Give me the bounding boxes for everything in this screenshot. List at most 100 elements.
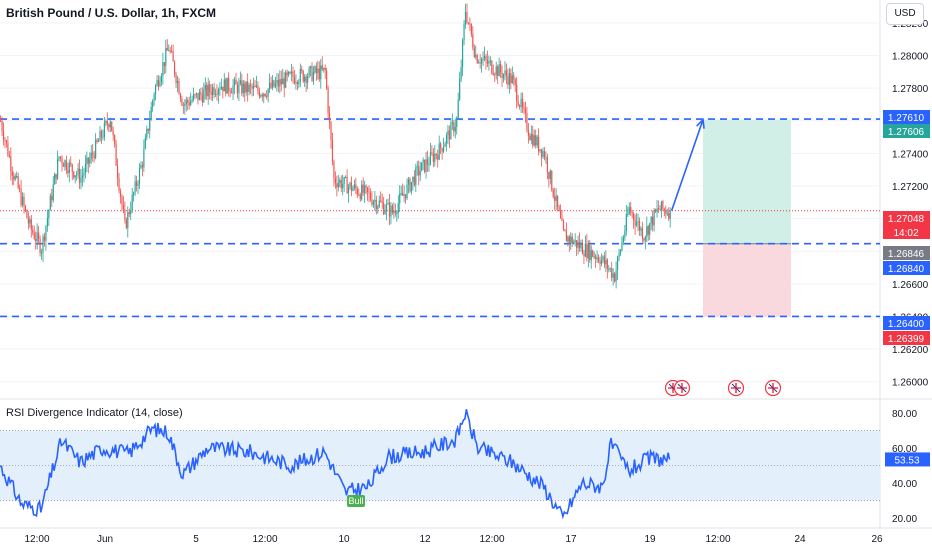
candle-body (290, 71, 293, 74)
candle-body (388, 202, 391, 217)
target-zone[interactable] (703, 119, 791, 244)
horizontal-levels[interactable] (0, 118, 880, 318)
candle-body (441, 148, 443, 152)
candle-body (58, 156, 60, 159)
uk-flag-icon[interactable] (727, 379, 745, 397)
candle-body (288, 72, 290, 75)
candle-body (394, 210, 396, 214)
uk-flag-icon[interactable] (764, 379, 782, 397)
candle-body (302, 71, 304, 82)
candle-body (385, 204, 388, 212)
candle-body (210, 91, 212, 95)
candle-body (448, 130, 451, 140)
candle-body (511, 75, 513, 84)
uk-flag-icon[interactable] (673, 379, 691, 397)
candle-body (24, 206, 27, 210)
candle-body (346, 177, 348, 194)
candle-body (149, 120, 151, 131)
candle-body (140, 165, 142, 169)
candle-body (89, 158, 91, 164)
candle-body (502, 74, 505, 79)
price-label-bg (883, 124, 930, 138)
candle-body (633, 213, 635, 221)
candle-body (157, 79, 160, 87)
candle-body (270, 82, 272, 88)
candle-body (640, 228, 642, 231)
candle-body (222, 86, 224, 92)
candle-body (364, 185, 366, 194)
candle-body (217, 89, 220, 95)
candle-body (81, 175, 84, 178)
stop-zone[interactable] (703, 243, 791, 317)
candle-body (324, 67, 326, 71)
candle-body (494, 74, 496, 76)
price-tick-label: 1.26000 (892, 378, 929, 389)
candle-body (182, 105, 184, 107)
candle-body (555, 195, 557, 201)
candle-body (264, 93, 266, 96)
candle-body (453, 122, 455, 132)
candle-body (14, 176, 16, 180)
candle-body (35, 238, 37, 242)
candle-body (323, 67, 325, 70)
candle-body (114, 135, 116, 144)
candle-body (475, 55, 477, 57)
candle-body (469, 23, 471, 25)
projection-arrow[interactable] (670, 117, 705, 212)
candle-body (339, 180, 341, 184)
time-tick-label: 12:00 (705, 534, 730, 545)
candle-body (576, 240, 578, 248)
candle-body (657, 208, 660, 210)
candle-body (402, 193, 404, 196)
candle-body (160, 76, 163, 82)
candle-body (595, 256, 597, 260)
candle-body (116, 165, 119, 179)
candle-body (668, 213, 670, 219)
time-axis[interactable]: 12:00 Jun 5 12:00 10 12 12:00 17 19 12:00 24 26 (24, 534, 883, 545)
position-zones[interactable] (703, 119, 791, 317)
candle-body (225, 79, 227, 94)
candle-body (289, 72, 291, 74)
candle-body (567, 236, 569, 242)
candle-body (533, 135, 535, 146)
candle-body (447, 130, 449, 135)
candle-body (399, 193, 401, 204)
candle-body (378, 200, 380, 207)
candle-body (482, 58, 484, 60)
candle-body (665, 209, 667, 214)
candle-body (483, 55, 486, 59)
candle-body (472, 34, 474, 48)
projection-line[interactable] (670, 119, 704, 212)
candle-body (425, 159, 427, 172)
candle-body (258, 90, 260, 97)
candle-body (627, 214, 629, 216)
candle-body (226, 77, 228, 94)
candle-body (311, 66, 313, 81)
time-tick-label: Jun (97, 534, 113, 545)
candle-body (630, 207, 632, 213)
candle-body (359, 194, 361, 200)
projection-arrowhead[interactable] (696, 117, 705, 129)
rsi-value-label-bg (885, 452, 930, 467)
candle-body (11, 170, 13, 176)
candle-body (608, 268, 610, 270)
candle-body (552, 189, 554, 197)
candle-body (46, 218, 48, 227)
candle-body (80, 177, 82, 183)
candle-body (298, 81, 300, 85)
candle-body (245, 81, 247, 93)
candle-body (95, 139, 97, 158)
currency-button[interactable]: USD (886, 3, 924, 25)
candle-body (593, 256, 595, 258)
rsi-tick-label: 20.00 (892, 514, 917, 525)
candle-body (67, 170, 69, 174)
candle-body (327, 88, 329, 114)
time-tick-label: 12:00 (24, 534, 49, 545)
candle-body (570, 236, 572, 243)
candle-body (459, 79, 461, 100)
candle-body (293, 77, 296, 84)
event-icons[interactable] (664, 379, 782, 397)
candle-body (460, 67, 462, 80)
candle-body (314, 66, 316, 73)
